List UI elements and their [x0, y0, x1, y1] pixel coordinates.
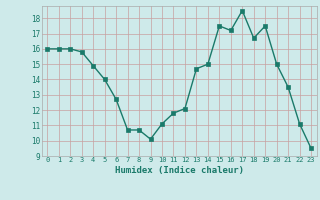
X-axis label: Humidex (Indice chaleur): Humidex (Indice chaleur)	[115, 166, 244, 175]
